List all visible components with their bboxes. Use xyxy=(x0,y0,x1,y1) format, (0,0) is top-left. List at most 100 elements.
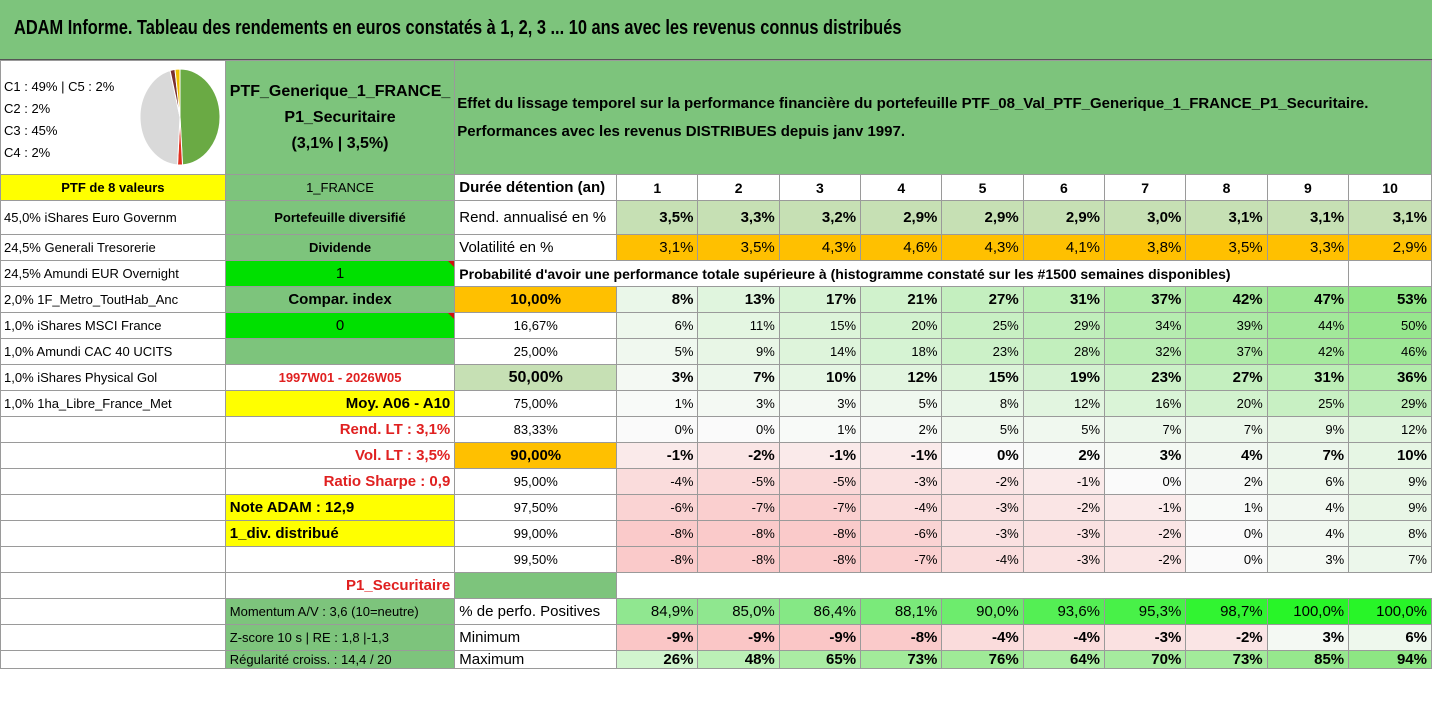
zscore: Z-score 10 s | RE : 1,8 |-1,3 xyxy=(224,624,456,651)
prob-title: Probabilité d'avoir une performance tota… xyxy=(454,260,1350,287)
prob-value: 9% xyxy=(1266,416,1350,443)
min-value: -4% xyxy=(941,624,1024,651)
empty xyxy=(224,546,456,573)
prob-row: Note ADAM : 12,9 97,50% -6% -7% -7% -4% -3% -2%… xyxy=(0,494,1432,521)
prob-value: 29% xyxy=(1022,312,1106,339)
holding-3: 24,5% Amundi EUR Overnight xyxy=(0,260,226,287)
empty xyxy=(941,572,1024,599)
effect-cell: Effet du lissage temporel sur la perform… xyxy=(454,60,1432,175)
vol-row: 24,5% Generali Tresorerie Dividende Volati… xyxy=(0,234,1432,261)
prob-value: -1% xyxy=(616,442,699,469)
holding-5: 1,0% iShares MSCI France xyxy=(0,312,226,339)
prob-value: 8% xyxy=(616,286,699,313)
empty xyxy=(0,442,226,469)
prob-value: -8% xyxy=(697,520,780,547)
prob-value: 3% xyxy=(1104,442,1187,469)
rend-value: 3,1% xyxy=(1185,200,1268,235)
prob-value: 3% xyxy=(778,390,862,417)
prob-value: -3% xyxy=(1022,546,1106,573)
rend-value: 2,9% xyxy=(860,200,943,235)
vol-value: 2,9% xyxy=(1348,234,1432,261)
min-value: -9% xyxy=(616,624,699,651)
sharpe: Ratio Sharpe : 0,9 xyxy=(224,468,456,495)
prob-row: 1_div. distribué 99,00% -8% -8% -8% -6% -3% -3%… xyxy=(0,520,1432,547)
dividend-value: 1 xyxy=(224,260,456,287)
prob-value: 1% xyxy=(778,416,862,443)
min-value: 6% xyxy=(1348,624,1432,651)
pos-value: 90,0% xyxy=(941,598,1024,625)
momentum: Momentum A/V : 3,6 (10=neutre) xyxy=(224,598,456,625)
pie-legend-item: C3 : 45% xyxy=(4,122,58,138)
holding-6: 1,0% Amundi CAC 40 UCITS xyxy=(0,338,226,365)
pos-value: 88,1% xyxy=(860,598,943,625)
max-value: 73% xyxy=(1185,650,1268,669)
prob-value: 0% xyxy=(941,442,1024,469)
prob-value: 6% xyxy=(1266,468,1350,495)
prob-value: 20% xyxy=(860,312,943,339)
years-row: PTF de 8 valeurs 1_FRANCE Durée détention … xyxy=(0,174,1432,201)
prob-value: 46% xyxy=(1348,338,1432,365)
pie-legend-item: C2 : 2% xyxy=(4,100,51,116)
prob-value: 0% xyxy=(616,416,699,443)
empty xyxy=(0,650,226,669)
threshold: 95,00% xyxy=(454,468,618,495)
prob-value: 1% xyxy=(1185,494,1268,521)
prob-row: 1,0% 1ha_Libre_France_Met Moy. A06 - A10 7… xyxy=(0,390,1432,417)
ptf-count: PTF de 8 valeurs xyxy=(0,174,226,201)
prob-value: 47% xyxy=(1266,286,1350,313)
prob-value: 15% xyxy=(941,364,1024,391)
prob-value: 9% xyxy=(1348,494,1432,521)
prob-value: -2% xyxy=(1104,546,1187,573)
div-distrib: 1_div. distribué xyxy=(224,520,456,547)
prob-value: 5% xyxy=(1022,416,1106,443)
prob-value: 37% xyxy=(1185,338,1268,365)
prob-value: -8% xyxy=(616,520,699,547)
prob-value: 36% xyxy=(1348,364,1432,391)
page-title: ADAM Informe. Tableau des rendements en … xyxy=(14,17,902,39)
vol-value: 4,1% xyxy=(1022,234,1106,261)
prob-value: 31% xyxy=(1266,364,1350,391)
pie-slice-c5 xyxy=(174,68,181,118)
year-header: 10 xyxy=(1348,174,1432,201)
prob-row: Rend. LT : 3,1% 83,33% 0% 0% 1% 2% 5% 5% 7% 7% 9% 1… xyxy=(0,416,1432,443)
compar-value: 0 xyxy=(224,312,456,339)
prob-value: 3% xyxy=(616,364,699,391)
empty xyxy=(616,572,698,599)
header-row: C1 : 49% | C5 : 2% C2 : 2% C3 : 45% C4 : 2%… xyxy=(0,60,1432,175)
prob-value: 10% xyxy=(1348,442,1432,469)
prob-value: 6% xyxy=(616,312,699,339)
empty xyxy=(779,572,861,599)
empty xyxy=(860,572,942,599)
portfolio-name-line1: PTF_Generique_1_FRANCE_ xyxy=(229,82,451,100)
prob-value: 17% xyxy=(778,286,862,313)
min-value: -3% xyxy=(1104,624,1187,651)
prob-value: 3% xyxy=(697,390,780,417)
rend-value: 2,9% xyxy=(1022,200,1106,235)
prob-value: 7% xyxy=(1266,442,1350,469)
prob-row: 1,0% Amundi CAC 40 UCITS 25,00% 5% 9% 14% 18%… xyxy=(0,338,1432,365)
prob-value: -8% xyxy=(697,546,780,573)
prob-row: Vol. LT : 3,5% 90,00% -1% -2% -1% -1% 0% 2% 3% 4%… xyxy=(0,442,1432,469)
prob-value: 42% xyxy=(1266,338,1350,365)
prob-value: 1% xyxy=(616,390,699,417)
pie-cell: C1 : 49% | C5 : 2% C2 : 2% C3 : 45% C4 : 2% xyxy=(0,60,226,175)
prob-value: 34% xyxy=(1104,312,1187,339)
empty xyxy=(1348,572,1432,599)
prob-value: 7% xyxy=(1185,416,1268,443)
prob-value: 0% xyxy=(1185,546,1268,573)
prob-value: 11% xyxy=(697,312,780,339)
prob-value: 15% xyxy=(778,312,862,339)
prob-value: 7% xyxy=(1104,416,1187,443)
prob-value: 0% xyxy=(697,416,780,443)
prob-value: -1% xyxy=(1104,494,1187,521)
prob-value: -1% xyxy=(1022,468,1106,495)
prob-value: 4% xyxy=(1185,442,1268,469)
pos-value: 98,7% xyxy=(1185,598,1268,625)
rend-value: 3,1% xyxy=(1348,200,1432,235)
vol-value: 3,5% xyxy=(1185,234,1268,261)
prob-value: 29% xyxy=(1348,390,1432,417)
prob-value: 20% xyxy=(1185,390,1268,417)
empty xyxy=(1267,572,1349,599)
empty xyxy=(0,494,226,521)
duration-label: Durée détention (an) xyxy=(454,174,618,201)
